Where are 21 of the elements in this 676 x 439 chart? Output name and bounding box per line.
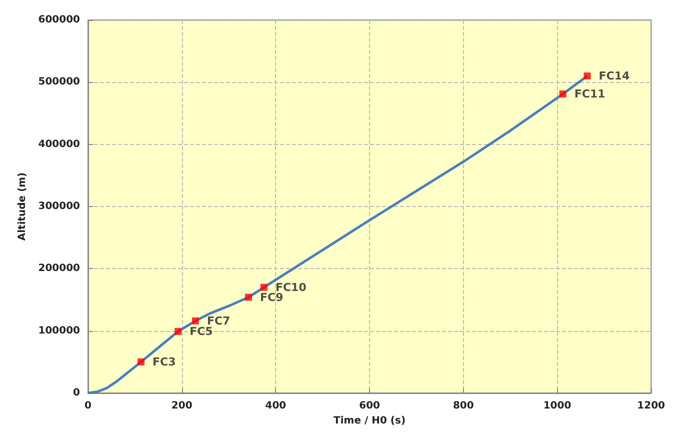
x-tick-label: 1000 xyxy=(543,400,572,412)
x-tick-label: 1200 xyxy=(637,400,666,412)
annotation: FC7 xyxy=(206,314,230,328)
y-tick-label: 300000 xyxy=(38,201,80,212)
y-tick-label: 500000 xyxy=(38,76,80,88)
y-tick-label: 200000 xyxy=(38,263,80,274)
x-tick-label: 400 xyxy=(265,400,286,412)
annotation: FC5 xyxy=(190,324,213,338)
x-tick-label: 800 xyxy=(452,400,474,412)
x-tick-label: 600 xyxy=(359,400,380,412)
x-tick-label: 200 xyxy=(171,400,192,412)
y-tick-label: 100000 xyxy=(38,325,80,336)
x-axis-title: Time / H0 (s) xyxy=(334,415,406,426)
y-tick-label: 600000 xyxy=(38,14,80,26)
annotation: FC11 xyxy=(574,87,606,100)
y-tick-label: 0 xyxy=(73,388,80,398)
y-tick-label: 400000 xyxy=(38,138,80,150)
x-tick-label: 0 xyxy=(84,400,92,412)
annotation: FC3 xyxy=(152,355,176,368)
annotation: FC14 xyxy=(598,69,630,82)
y-axis-title: Altitude (m) xyxy=(16,172,28,241)
